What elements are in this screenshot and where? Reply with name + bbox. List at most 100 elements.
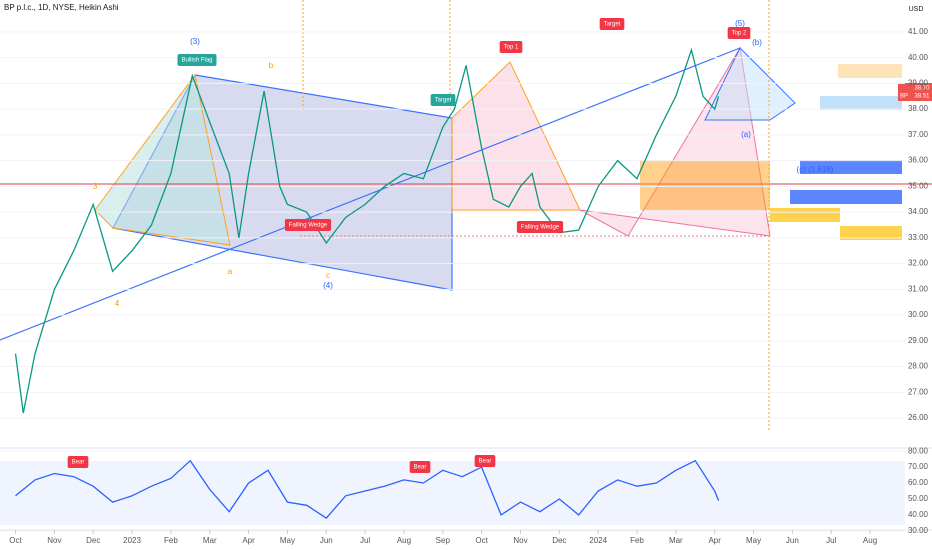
- x-tick-label: Mar: [203, 536, 217, 545]
- annotation: (5): [735, 19, 745, 28]
- annotation: Bear: [474, 455, 496, 467]
- header: BP p.l.c., 1D, NYSE, Heikin Ashi: [4, 3, 119, 12]
- annotation-text: (3): [190, 37, 200, 46]
- x-tick-label: Dec: [552, 536, 566, 545]
- annotation: Target: [430, 94, 456, 106]
- x-tick-label: Aug: [863, 536, 877, 545]
- annotation-text: Bear: [479, 459, 492, 465]
- rsi-band: [0, 461, 905, 525]
- y-tick-label: 31.00: [908, 284, 929, 293]
- plot: (3) Bullish Flag b a c(4) Falling Wedge Fallin…: [14, 18, 834, 519]
- x-tick-label: Aug: [397, 536, 411, 545]
- y-tick-label: 27.00: [908, 387, 929, 396]
- price-tag-symbol: BP: [900, 94, 908, 100]
- annotation: Top 1: [499, 41, 523, 53]
- x-tick-label: May: [280, 536, 295, 545]
- annotation: Bear: [67, 456, 89, 468]
- annotation: (a): [741, 130, 751, 139]
- price-tag-high: 38.70: [914, 86, 930, 92]
- x-tick-label: Feb: [164, 536, 178, 545]
- annotation: 4: [115, 299, 120, 308]
- annotation: a: [228, 267, 233, 276]
- y-tick-label: 39.00: [908, 79, 929, 88]
- annotation-box: [516, 221, 564, 233]
- annotation-text: Bear: [414, 465, 427, 471]
- y-tick-label: 40.00: [908, 510, 929, 519]
- annotation-text: Bullish Flag: [181, 58, 212, 64]
- annotation: Top 2: [727, 27, 751, 39]
- currency: USD: [909, 6, 924, 13]
- x-tick-label: Oct: [9, 536, 22, 545]
- annotation-text: Top 1: [504, 45, 519, 51]
- annotation: (3): [190, 37, 200, 46]
- annotation-box: [499, 41, 523, 53]
- annotation: (c) (1.618): [797, 165, 834, 174]
- x-tick-label: Nov: [513, 536, 527, 545]
- y-tick-label: 32.00: [908, 259, 929, 268]
- drawings: [0, 0, 932, 430]
- y-tick-label: 40.00: [908, 53, 929, 62]
- x-tick-label: May: [746, 536, 761, 545]
- x-tick-label: Jun: [320, 536, 333, 545]
- annotation-text: (c) (1.618): [797, 165, 834, 174]
- y-tick-label: 70.00: [908, 462, 929, 471]
- x-tick-label: Dec: [86, 536, 100, 545]
- x-tick-label: Jun: [786, 536, 799, 545]
- annotation-text: (5): [735, 19, 745, 28]
- annotation: Falling Wedge: [284, 219, 332, 231]
- annotation: Bear: [409, 461, 431, 473]
- line: [15, 459, 720, 519]
- annotation: Target: [599, 18, 625, 30]
- y-tick-label: 38.00: [908, 104, 929, 113]
- annotation-text: Top 2: [732, 31, 747, 37]
- annotation: (b): [752, 38, 762, 47]
- annotation-text: b: [269, 61, 274, 70]
- annotation-text: 3: [93, 182, 98, 191]
- x-tick-label: Feb: [630, 536, 644, 545]
- y-tick-label: 30.00: [908, 310, 929, 319]
- x-tick-label: 2023: [123, 536, 141, 545]
- y-tick-label: 41.00: [908, 27, 929, 36]
- y-tick-label: 50.00: [908, 494, 929, 503]
- x-tick-label: Jul: [826, 536, 836, 545]
- x-tick-label: Nov: [47, 536, 61, 545]
- annotation-text: 4: [115, 299, 120, 308]
- annotation: c: [326, 271, 330, 280]
- y-tick-label: 26.00: [908, 413, 929, 422]
- y-tick-label: 30.00: [908, 526, 929, 535]
- annotation-text: Falling Wedge: [521, 225, 560, 231]
- price-tag: [898, 83, 932, 101]
- annotation-text: (4): [323, 281, 333, 290]
- annotation-text: (b): [752, 38, 762, 47]
- annotation: b: [269, 61, 274, 70]
- annotation-box: [430, 94, 456, 106]
- annotation-box: [284, 219, 332, 231]
- annotation-box: [474, 455, 496, 467]
- x-tick-label: Mar: [669, 536, 683, 545]
- price-tag-last: 38.51: [914, 94, 930, 100]
- x-tick-label: Apr: [708, 536, 721, 545]
- annotation: Falling Wedge: [516, 221, 564, 233]
- annotation-box: [409, 461, 431, 473]
- annotation-text: Target: [604, 22, 621, 28]
- annotation-box: [177, 54, 217, 66]
- y-tick-label: 36.00: [908, 156, 929, 165]
- annotation-text: Target: [435, 98, 452, 104]
- annotation-text: c: [326, 271, 330, 280]
- annotation: Bullish Flag: [177, 54, 217, 66]
- x-tick-label: Jul: [360, 536, 370, 545]
- y-tick-label: 35.00: [908, 181, 929, 190]
- annotation: (4): [323, 281, 333, 290]
- line: [14, 47, 720, 414]
- annotation-box: [599, 18, 625, 30]
- axes: 26.00 27.00 28.00 29.00 30.00 31.00 32.00 33.00…: [0, 27, 929, 545]
- x-tick-label: Sep: [436, 536, 451, 545]
- y-tick-label: 33.00: [908, 233, 929, 242]
- x-tick-label: Oct: [475, 536, 488, 545]
- annotation-box: [727, 27, 751, 39]
- y-tick-label: 28.00: [908, 362, 929, 371]
- annotation-box: [67, 456, 89, 468]
- y-tick-label: 34.00: [908, 207, 929, 216]
